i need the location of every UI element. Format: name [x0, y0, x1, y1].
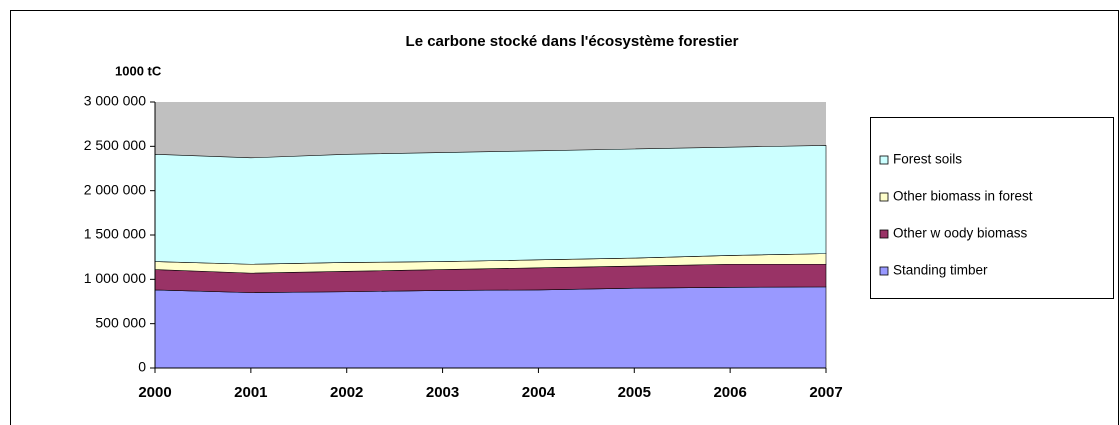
- x-tick-label: 2007: [809, 384, 842, 401]
- y-tick-label: 2 000 000: [84, 181, 146, 197]
- y-tick-label: 3 000 000: [84, 93, 146, 109]
- x-tick-label: 2001: [234, 384, 267, 401]
- chart-title: Le carbone stocké dans l'écosystème fore…: [406, 33, 739, 50]
- legend-swatch: [879, 155, 889, 165]
- y-tick-label: 0: [138, 359, 146, 375]
- x-tick-label: 2005: [618, 384, 651, 401]
- legend: [870, 117, 1114, 299]
- x-tick-label: 2004: [522, 384, 556, 401]
- x-tick-label: 2002: [330, 384, 363, 401]
- y-tick-label: 2 500 000: [84, 137, 146, 153]
- legend-swatch: [879, 229, 889, 239]
- area: [154, 145, 827, 265]
- x-tick-label: 2000: [138, 384, 171, 401]
- legend-swatch: [879, 266, 889, 276]
- y-tick-label: 1 000 000: [84, 270, 146, 286]
- legend-swatch: [879, 192, 889, 202]
- y-axis-label: 1000 tC: [115, 63, 162, 78]
- legend-label: Standing timber: [893, 263, 988, 278]
- y-tick-label: 500 000: [95, 314, 146, 330]
- x-tick-label: 2003: [426, 384, 459, 401]
- chart-frame: [10, 10, 1119, 425]
- legend-label: Other biomass in forest: [893, 189, 1033, 204]
- legend-label: Forest soils: [893, 152, 962, 167]
- legend-label: Other w oody biomass: [893, 226, 1028, 241]
- x-tick-label: 2006: [713, 384, 746, 401]
- area: [154, 286, 827, 369]
- y-tick-label: 1 500 000: [84, 226, 146, 242]
